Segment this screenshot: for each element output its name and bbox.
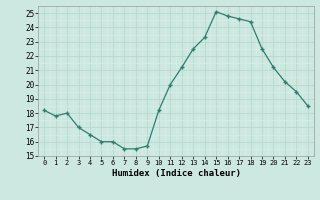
X-axis label: Humidex (Indice chaleur): Humidex (Indice chaleur) (111, 169, 241, 178)
